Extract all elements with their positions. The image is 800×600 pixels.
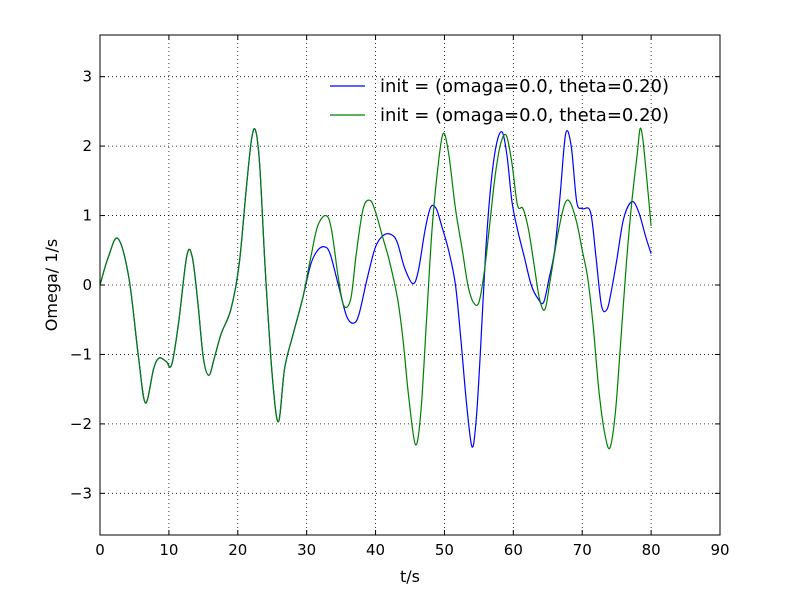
- y-tick-label: −1: [70, 345, 92, 363]
- x-tick-label: 60: [504, 541, 523, 559]
- legend: init = (omaga=0.0, theta=0.20) init = (om…: [330, 76, 669, 126]
- y-tick-label: −2: [70, 415, 92, 433]
- x-axis-label: t/s: [400, 567, 420, 586]
- y-tick-label: 2: [82, 137, 92, 155]
- x-tick-label: 10: [159, 541, 178, 559]
- x-tick-label: 70: [573, 541, 592, 559]
- x-tick-label: 0: [95, 541, 105, 559]
- y-tick-label: 3: [82, 68, 92, 86]
- x-tick-label: 30: [297, 541, 316, 559]
- x-tick-label: 80: [642, 541, 661, 559]
- y-tick-label: 0: [82, 276, 92, 294]
- x-tick-label: 90: [710, 541, 729, 559]
- axis-ticks: 0 10 20 30 40 50 60 70 80 90 −3 −2 −1 0 1 2 3: [70, 35, 730, 559]
- legend-label-1: init = (omaga=0.0, theta=0.20): [380, 76, 669, 97]
- x-tick-label: 20: [228, 541, 247, 559]
- y-tick-label: −3: [70, 484, 92, 502]
- x-tick-label: 40: [366, 541, 385, 559]
- y-axis-label: Omega/ 1/s: [42, 239, 61, 331]
- series-lines: [99, 127, 652, 450]
- x-tick-label: 50: [435, 541, 454, 559]
- series-line-2: [99, 127, 652, 450]
- legend-label-2: init = (omaga=0.0, theta=0.20): [380, 105, 669, 126]
- y-tick-label: 1: [82, 207, 92, 225]
